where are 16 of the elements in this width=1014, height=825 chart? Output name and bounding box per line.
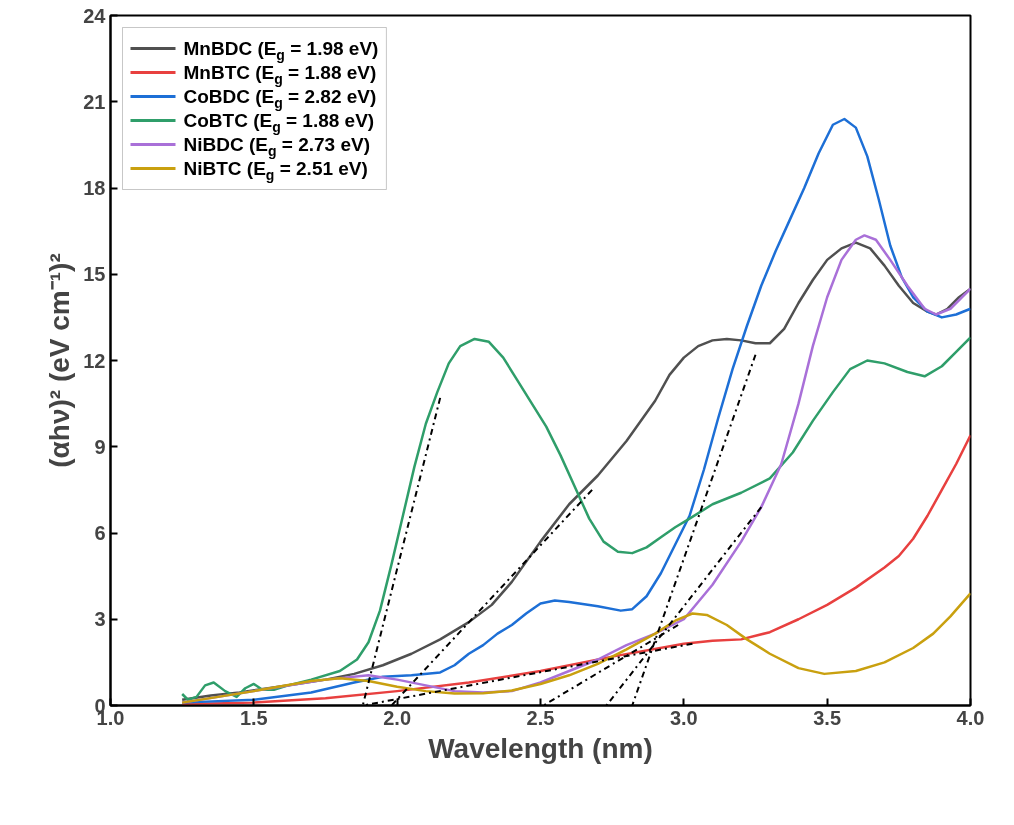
x-tick-label: 4.0 (956, 706, 985, 729)
x-tick-label: 3.5 (813, 706, 842, 729)
x-axis-title: Wavelength (nm) (428, 732, 653, 764)
y-tick-label: 18 (83, 177, 106, 199)
y-tick-label: 21 (83, 90, 106, 113)
y-tick-label: 15 (83, 263, 106, 286)
x-tick-label: 3.0 (669, 706, 698, 729)
x-tick-label: 1.5 (239, 706, 268, 729)
y-tick-label: 3 (94, 608, 106, 631)
y-tick-label: 24 (83, 4, 107, 27)
x-tick-label: 2.5 (526, 706, 555, 729)
x-tick-label: 2.0 (383, 706, 412, 729)
y-tick-label: 12 (83, 349, 106, 372)
y-tick-label: 9 (94, 435, 106, 458)
y-tick-label: 6 (94, 522, 106, 544)
y-axis-title: (αhν)² (eV cm⁻¹)² (44, 253, 76, 468)
